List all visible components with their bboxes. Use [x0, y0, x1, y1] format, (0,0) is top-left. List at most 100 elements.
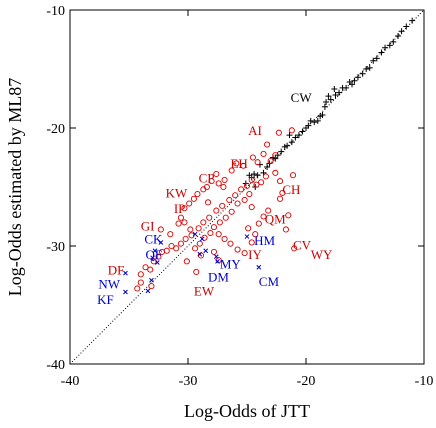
- data-point-plus: [288, 139, 295, 146]
- data-point-plus: [332, 91, 339, 98]
- data-point-plus: [398, 28, 405, 35]
- data-point-circle: [234, 200, 241, 207]
- data-point-circle: [291, 245, 298, 252]
- data-point-circle: [260, 213, 267, 220]
- data-point-circle: [285, 212, 292, 219]
- y-axis-label: Log-Odds estimated by ML87: [5, 78, 25, 296]
- point-label: MY: [220, 256, 242, 271]
- data-point-plus: [386, 42, 393, 49]
- data-point-circle: [137, 279, 144, 286]
- data-point-circle: [215, 180, 222, 187]
- y-tick-label: -40: [46, 358, 65, 373]
- point-label: DF: [108, 262, 125, 277]
- point-label: CK: [144, 232, 163, 247]
- data-point-circle: [252, 231, 259, 238]
- point-label: QM: [265, 212, 286, 227]
- data-point-circle: [182, 235, 189, 242]
- data-point-circle: [240, 162, 247, 169]
- y-tick-label: -20: [46, 122, 65, 137]
- data-point-cross: [152, 248, 158, 254]
- data-point-cross: [123, 270, 128, 276]
- data-point-plus: [303, 125, 309, 131]
- data-point-circle: [272, 169, 279, 176]
- data-point-circle: [243, 182, 251, 189]
- data-point-circle: [234, 246, 241, 253]
- data-point-circle: [221, 176, 228, 183]
- data-point-circle: [260, 150, 267, 158]
- point-label: GI: [141, 219, 155, 234]
- data-point-circle: [173, 245, 180, 252]
- data-point-circle: [177, 214, 184, 221]
- data-point-cross: [199, 236, 205, 242]
- data-point-circle: [200, 219, 207, 226]
- data-point-circle: [216, 219, 223, 226]
- data-point-circle: [207, 229, 214, 237]
- data-point-cross: [256, 264, 262, 270]
- data-point-plus: [264, 163, 271, 170]
- data-point-circle: [272, 152, 279, 159]
- data-point-plus: [299, 128, 306, 135]
- x-tick-label: -30: [179, 374, 198, 389]
- data-point-circle: [289, 172, 297, 179]
- point-label: CW: [291, 90, 313, 105]
- point-label: AI: [248, 123, 262, 138]
- data-point-circle: [181, 205, 188, 212]
- data-points: [123, 17, 416, 295]
- data-point-circle: [194, 191, 201, 198]
- data-point-circle: [275, 129, 282, 136]
- data-point-circle: [238, 186, 245, 193]
- point-label: KW: [166, 186, 188, 201]
- data-point-plus: [339, 84, 346, 91]
- data-point-plus: [366, 64, 373, 71]
- data-point-circle: [148, 283, 155, 290]
- data-point-plus: [378, 49, 385, 56]
- data-point-plus: [395, 32, 402, 39]
- data-point-circle: [158, 248, 166, 255]
- data-point-plus: [314, 117, 321, 124]
- point-label: QF: [146, 247, 163, 262]
- point-label: CM: [259, 274, 280, 289]
- data-point-plus: [323, 99, 330, 106]
- point-label: WY: [311, 247, 333, 262]
- point-label: CV: [293, 238, 312, 253]
- data-point-circle: [232, 192, 239, 199]
- y-tick-label: -10: [46, 4, 65, 19]
- point-label: EH: [230, 156, 247, 171]
- data-point-circle: [157, 226, 164, 233]
- data-point-cross: [192, 231, 198, 237]
- data-point-circle: [220, 183, 227, 191]
- data-point-circle: [213, 207, 220, 214]
- axis-ticks: -40 -30 -20 -10 -40 -30 -20 -10: [46, 4, 433, 389]
- data-point-circle: [147, 266, 154, 273]
- x-axis-label: Log-Odds of JTT: [184, 401, 310, 421]
- data-point-circle: [248, 176, 255, 183]
- data-point-plus: [382, 44, 389, 51]
- data-point-circle: [226, 196, 233, 204]
- data-point-circle: [193, 268, 200, 276]
- data-point-cross: [150, 255, 155, 261]
- data-point-circle: [219, 202, 226, 209]
- data-point-circle: [282, 226, 289, 233]
- data-point-plus: [321, 103, 328, 110]
- data-point-circle: [248, 204, 255, 211]
- data-point-circle: [248, 239, 255, 246]
- y-tick-label: -30: [46, 240, 65, 255]
- data-point-circle: [233, 160, 240, 167]
- data-point-plus: [370, 57, 377, 64]
- data-point-plus: [390, 38, 397, 45]
- data-point-plus: [336, 89, 343, 96]
- data-point-circle: [262, 173, 269, 180]
- data-point-circle: [265, 207, 272, 214]
- data-point-circle: [253, 181, 260, 188]
- data-point-circle: [167, 231, 174, 238]
- data-point-plus: [403, 23, 410, 30]
- data-point-plus: [251, 171, 258, 178]
- data-point-cross: [149, 277, 154, 283]
- data-point-circle: [279, 189, 286, 196]
- data-point-plus: [246, 172, 253, 179]
- data-point-circle: [177, 240, 184, 247]
- data-point-plus: [286, 132, 293, 139]
- data-point-plus: [373, 55, 380, 62]
